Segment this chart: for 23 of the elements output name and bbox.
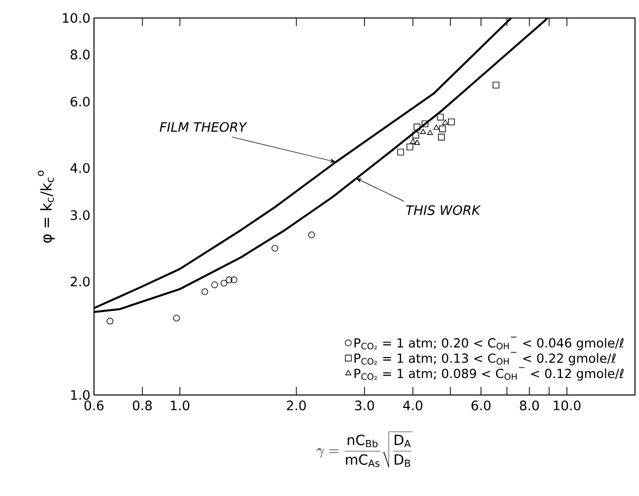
y-tick-label: 1.0 bbox=[71, 390, 90, 400]
y-axis-title: φ = k$_{c}$/k$_{c}$o bbox=[38, 170, 55, 243]
x-tick-label: 10.0 bbox=[554, 400, 580, 410]
annotation: THIS WORK bbox=[406, 205, 482, 216]
annotation: FILM THEORY bbox=[160, 122, 248, 132]
y-tick-label: 4.0 bbox=[70, 163, 90, 173]
x-tick-label: 3.0 bbox=[355, 400, 374, 410]
x-tick-label: 0.6 bbox=[84, 400, 104, 410]
x-tick-label: 4.0 bbox=[403, 400, 422, 410]
legend-label: P$_{CO₂}$ = 1 atm; 0.089 < C$_{OH}$− < 0.12 gmole/ℓ bbox=[354, 367, 624, 381]
y-tick-label: 6.0 bbox=[70, 96, 90, 107]
x-axis-title: $\gamma = \frac{\mathrm{nC_{Bb}}}{\mathrm{mC_{As}}}\sqrt{\frac{\mathrm{D_A}}{\mathrm{D_B}}}$ bbox=[316, 432, 413, 468]
y-tick-label: 3.0 bbox=[70, 210, 90, 220]
y-tick-label: 2.0 bbox=[70, 276, 90, 286]
x-tick-label: 6.0 bbox=[472, 400, 490, 410]
legend-label: P$_{CO₂}$ = 1 atm; 0.20 < C$_{OH}$− < 0.046 gmole/ℓ bbox=[354, 336, 624, 350]
y-tick-label: 8.0 bbox=[70, 50, 90, 60]
x-tick-label: 2.0 bbox=[286, 400, 306, 410]
legend-label: P$_{CO₂}$ = 1 atm; 0.13 < C$_{OH}$− < 0.22 gmole/ℓ bbox=[354, 352, 616, 366]
x-tick-label: 0.8 bbox=[132, 400, 152, 410]
y-tick-label: 10.0 bbox=[62, 13, 90, 23]
x-tick-label: 1.0 bbox=[170, 400, 190, 410]
x-tick-label: 8.0 bbox=[520, 400, 539, 410]
